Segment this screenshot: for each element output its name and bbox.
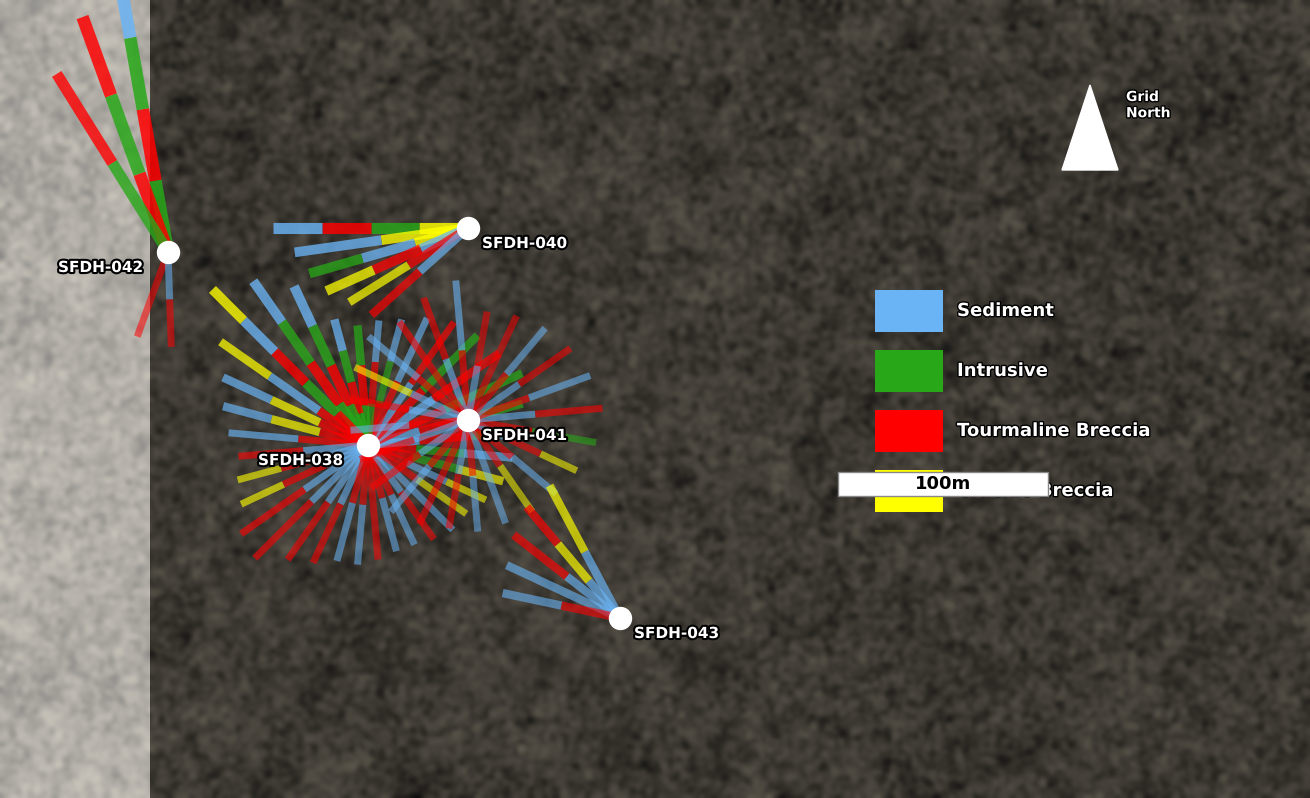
Text: SFDH-041: SFDH-041: [482, 428, 567, 443]
Text: Tourmaline Breccia: Tourmaline Breccia: [958, 422, 1149, 440]
Point: [457, 222, 478, 235]
Bar: [838, 472, 1048, 496]
Point: [358, 439, 379, 452]
Point: [609, 611, 630, 624]
Point: [457, 413, 478, 426]
Bar: [875, 470, 943, 512]
Text: SFDH-038: SFDH-038: [258, 453, 343, 468]
Bar: [875, 290, 943, 332]
Text: Sediment: Sediment: [958, 302, 1053, 320]
Polygon shape: [1062, 85, 1117, 170]
Text: Grid
North: Grid North: [1127, 90, 1171, 120]
Text: SFDH-043: SFDH-043: [634, 626, 719, 641]
Text: SFDH-042: SFDH-042: [58, 260, 143, 275]
Bar: [875, 350, 943, 392]
Bar: [875, 410, 943, 452]
Text: SFDH-040: SFDH-040: [482, 236, 567, 251]
Point: [157, 246, 178, 259]
Text: Intrusive: Intrusive: [958, 362, 1048, 380]
Text: 100m: 100m: [914, 475, 971, 493]
Text: Crackle Breccia: Crackle Breccia: [958, 482, 1112, 500]
